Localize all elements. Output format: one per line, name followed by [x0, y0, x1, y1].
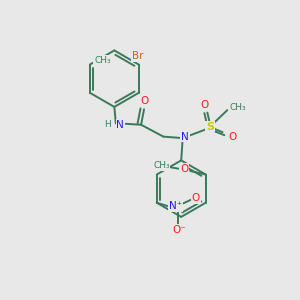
Text: N: N [181, 132, 189, 142]
Text: O: O [228, 132, 236, 142]
Text: N⁺: N⁺ [169, 201, 182, 211]
Text: Br: Br [132, 51, 143, 61]
Text: O: O [200, 100, 208, 110]
Text: CH₃: CH₃ [94, 56, 111, 64]
Text: O: O [180, 164, 188, 174]
Text: O: O [192, 193, 200, 203]
Text: CH₃: CH₃ [230, 103, 246, 112]
Text: CH₃: CH₃ [153, 161, 170, 170]
Text: N: N [116, 120, 124, 130]
Text: O⁻: O⁻ [172, 224, 186, 235]
Text: S: S [206, 122, 214, 131]
Text: H: H [104, 120, 111, 129]
Text: O: O [140, 96, 149, 106]
